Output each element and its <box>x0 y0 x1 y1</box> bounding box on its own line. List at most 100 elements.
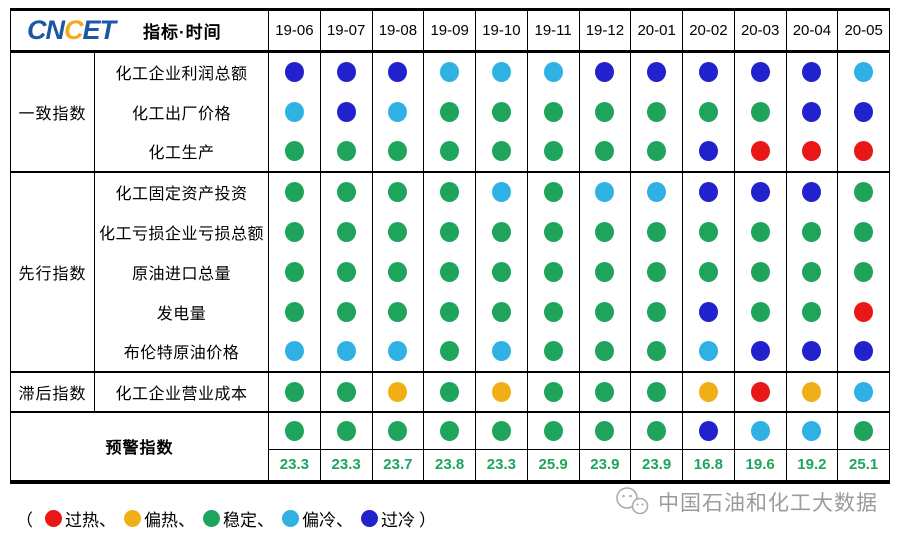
dot-cell <box>630 251 683 292</box>
dot-cell <box>526 211 580 252</box>
dot-cell <box>630 91 683 132</box>
status-dot-cool <box>595 182 615 202</box>
status-dot-stable <box>388 221 408 242</box>
status-dot-stable <box>802 261 822 282</box>
status-dot-stable <box>284 221 304 242</box>
dot-cell <box>630 370 683 412</box>
status-dot-overcool <box>698 420 718 441</box>
indicator-label: 化工出厂价格 <box>94 91 269 132</box>
dot-cell <box>682 251 735 292</box>
status-dot-stable <box>336 221 356 242</box>
status-dot-stable <box>336 182 356 202</box>
status-dot-stable <box>750 101 770 122</box>
dot-cell <box>268 251 321 292</box>
group-label: 先行指数 <box>10 170 95 372</box>
status-dot-stable <box>440 182 460 202</box>
month-header: 20-05 <box>837 9 890 53</box>
status-dot-stable <box>284 261 304 282</box>
status-dot-cool <box>698 341 718 361</box>
dot-cell <box>733 410 787 450</box>
dot-cell <box>578 91 632 132</box>
dot-cell <box>837 50 890 92</box>
status-dot-overcool <box>802 341 822 361</box>
dot-cell <box>837 131 890 172</box>
legend-dot-cool <box>282 510 299 527</box>
dot-cell <box>733 91 787 132</box>
warning-value: 23.3 <box>268 449 321 482</box>
status-dot-overcool <box>698 301 718 322</box>
logo-letter: C <box>64 15 83 45</box>
status-dot-overcool <box>802 101 822 122</box>
status-dot-stable <box>750 261 770 282</box>
status-dot-overcool <box>750 62 770 83</box>
logo-letter: N <box>45 15 65 45</box>
dot-cell <box>526 370 580 412</box>
dot-cell <box>785 91 839 132</box>
status-dot-stable <box>284 381 304 402</box>
indicator-label: 化工生产 <box>94 131 269 172</box>
dot-cell <box>682 50 735 92</box>
dot-cell <box>268 170 321 212</box>
month-header: 20-04 <box>785 9 839 53</box>
status-dot-overcool <box>854 101 874 122</box>
status-dot-cool <box>491 182 511 202</box>
dot-cell <box>837 331 890 372</box>
legend-item: 过热、 <box>45 506 116 531</box>
dot-cell <box>526 50 580 92</box>
dot-cell <box>319 291 373 332</box>
status-dot-stable <box>440 141 460 161</box>
dot-cell <box>475 170 528 212</box>
status-dot-overcool <box>854 341 874 361</box>
warning-value: 23.8 <box>423 449 476 482</box>
dot-cell <box>526 291 580 332</box>
logo-letter: T <box>99 15 116 45</box>
status-dot-warm <box>698 381 718 402</box>
dot-cell <box>785 331 839 372</box>
dot-cell <box>578 170 632 212</box>
status-dot-overcool <box>595 62 615 83</box>
status-dot-stable <box>440 341 460 361</box>
status-dot-stable <box>543 341 563 361</box>
status-dot-overcool <box>388 62 408 83</box>
status-dot-stable <box>647 301 667 322</box>
warning-value: 19.6 <box>733 449 787 482</box>
dot-cell <box>733 251 787 292</box>
dot-cell <box>319 50 373 92</box>
dot-cell <box>785 170 839 212</box>
dot-cell <box>630 170 683 212</box>
legend-dot-overheat <box>45 510 62 527</box>
cncet-logo: CNCET <box>27 15 116 46</box>
dot-cell <box>733 131 787 172</box>
dot-cell <box>371 50 425 92</box>
warning-value: 25.9 <box>526 449 580 482</box>
legend-label: 偏冷、 <box>302 511 353 530</box>
dot-cell <box>837 410 890 450</box>
status-dot-stable <box>854 221 874 242</box>
status-dot-stable <box>647 420 667 441</box>
dot-cell <box>475 331 528 372</box>
dot-cell <box>423 170 476 212</box>
status-dot-overcool <box>647 62 667 83</box>
dot-cell <box>423 291 476 332</box>
dot-cell <box>682 370 735 412</box>
dot-cell <box>475 91 528 132</box>
dot-cell <box>526 170 580 212</box>
indicator-time-label: 指标·时间 <box>143 23 222 42</box>
legend-open-paren: （ <box>16 511 33 530</box>
dot-cell <box>733 331 787 372</box>
status-dot-cool <box>491 62 511 83</box>
dot-cell <box>785 251 839 292</box>
status-dot-stable <box>440 101 460 122</box>
warning-value: 23.7 <box>371 449 425 482</box>
status-dot-stable <box>284 301 304 322</box>
dot-cell <box>268 50 321 92</box>
legend-dot-warm <box>124 510 141 527</box>
status-dot-cool <box>854 62 874 83</box>
legend-label: 稳定、 <box>223 511 274 530</box>
dot-cell <box>423 410 476 450</box>
status-dot-stable <box>595 341 615 361</box>
status-dot-stable <box>440 381 460 402</box>
status-dot-stable <box>388 301 408 322</box>
legend-item: 偏热、 <box>124 506 195 531</box>
legend-close-paren: ） <box>419 511 436 530</box>
